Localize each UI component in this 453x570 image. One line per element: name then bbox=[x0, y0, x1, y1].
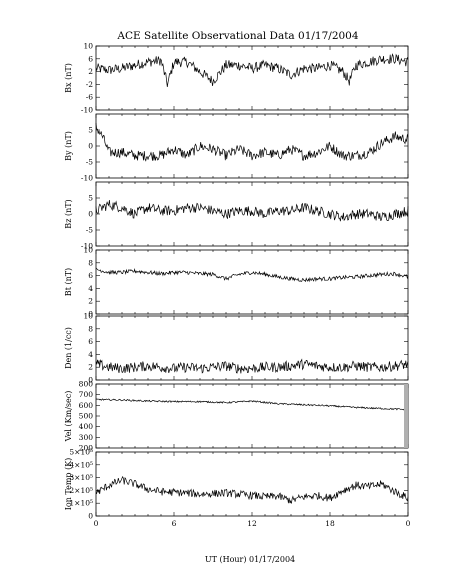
y-tick-label: 5 bbox=[88, 194, 93, 203]
y-tick-label: 0 bbox=[88, 512, 93, 521]
y-tick-label: 2 bbox=[88, 297, 93, 306]
y-axis-label: Den (1/cc) bbox=[64, 327, 73, 369]
y-tick-label: 10 bbox=[83, 246, 93, 255]
y-tick-label: -10 bbox=[81, 106, 93, 115]
y-tick-label: 6 bbox=[88, 271, 93, 280]
y-tick-label: 6 bbox=[88, 337, 93, 346]
x-tick-label: 0 bbox=[94, 519, 99, 528]
x-tick-label: 12 bbox=[247, 519, 257, 528]
y-tick-label: -2 bbox=[86, 80, 94, 89]
x-tick-label: 18 bbox=[325, 519, 335, 528]
y-tick-label: 0 bbox=[88, 376, 93, 385]
y-tick-label: 8 bbox=[88, 324, 93, 333]
y-tick-label: 500 bbox=[79, 412, 94, 421]
y-tick-label: 2×10⁵ bbox=[69, 486, 93, 495]
data-gap-band bbox=[404, 384, 408, 448]
y-axis-label: By (nT) bbox=[64, 131, 73, 161]
y-tick-label: 0 bbox=[88, 310, 93, 319]
panel-frame bbox=[95, 383, 409, 449]
panel-frame bbox=[95, 113, 409, 179]
y-axis-label: Vel (Km/sec) bbox=[64, 391, 73, 443]
y-tick-label: 1×10⁵ bbox=[69, 499, 93, 508]
series-line-1 bbox=[95, 122, 409, 162]
y-tick-label: 10 bbox=[83, 42, 93, 51]
y-tick-label: -5 bbox=[86, 226, 94, 235]
y-tick-label: 600 bbox=[79, 401, 94, 410]
y-tick-label: 800 bbox=[79, 380, 94, 389]
y-tick-label: 2 bbox=[88, 363, 93, 372]
y-tick-label: 200 bbox=[79, 444, 94, 453]
y-tick-label: 4×10⁵ bbox=[69, 460, 93, 469]
series-line-1 bbox=[95, 475, 409, 504]
panel-frame bbox=[95, 451, 409, 517]
y-axis-label: Ion Temp (K) bbox=[64, 458, 73, 511]
series-line-1 bbox=[95, 200, 409, 222]
y-axis-label: Bt (nT) bbox=[64, 268, 73, 296]
series-line-1 bbox=[95, 358, 409, 374]
y-tick-label: 5×10⁵ bbox=[69, 448, 93, 457]
y-tick-label: 2 bbox=[88, 67, 93, 76]
y-axis-label: Bz (nT) bbox=[64, 199, 73, 228]
y-tick-label: 300 bbox=[79, 433, 94, 442]
y-tick-label: 0 bbox=[88, 210, 93, 219]
y-tick-label: 10 bbox=[83, 312, 93, 321]
series-line-1 bbox=[95, 267, 409, 283]
panel-3: 5 0 -5 -10 Bz (nT) bbox=[64, 181, 409, 251]
panel-1: 10 6 2 -2 -6 -10 Bx (nT) bbox=[64, 42, 409, 115]
y-tick-label: 8 bbox=[88, 258, 93, 267]
y-tick-label: 6 bbox=[88, 54, 93, 63]
series-line-1 bbox=[95, 398, 409, 411]
y-tick-label: -10 bbox=[81, 174, 93, 183]
x-tick-label: 0 bbox=[406, 519, 411, 528]
y-tick-label: -10 bbox=[81, 242, 93, 251]
y-tick-label: 5 bbox=[88, 126, 93, 135]
panel-4: 10 8 6 4 2 0 Bt (nT) bbox=[64, 246, 409, 319]
chart-title: ACE Satellite Observational Data 01/17/2… bbox=[116, 30, 358, 42]
panel-frame bbox=[95, 249, 409, 315]
y-tick-label: 400 bbox=[79, 422, 94, 431]
y-tick-label: 4 bbox=[88, 350, 93, 359]
y-tick-label: 3×10⁵ bbox=[69, 473, 93, 482]
panel-frame bbox=[95, 315, 409, 381]
panel-2: 5 0 -5 -10 By (nT) bbox=[64, 113, 409, 183]
y-axis-label: Bx (nT) bbox=[64, 63, 73, 93]
y-tick-label: 700 bbox=[79, 390, 94, 399]
y-tick-label: -6 bbox=[86, 93, 94, 102]
x-tick-label: 6 bbox=[172, 519, 177, 528]
series-line-1 bbox=[95, 53, 409, 87]
panel-7: 5×10⁵ 4×10⁵ 3×10⁵ 2×10⁵ 1×10⁵ 0 Ion Temp (K) bbox=[64, 448, 409, 521]
x-axis-label: UT (Hour) 01/17/2004 bbox=[205, 555, 295, 564]
panel-frame bbox=[95, 45, 409, 111]
y-tick-label: 4 bbox=[88, 284, 93, 293]
x-axis: 0 6 12 18 0 bbox=[94, 519, 411, 528]
y-tick-label: -5 bbox=[86, 158, 94, 167]
panel-5: 10 8 6 4 2 0 Den (1/cc) bbox=[64, 312, 409, 385]
panels-layer: 10 6 2 -2 -6 -10 Bx (nT) 5 0 -5 -10 By (nT) 5 0 -5 -10 B… bbox=[64, 42, 409, 521]
y-tick-label: 0 bbox=[88, 142, 93, 151]
